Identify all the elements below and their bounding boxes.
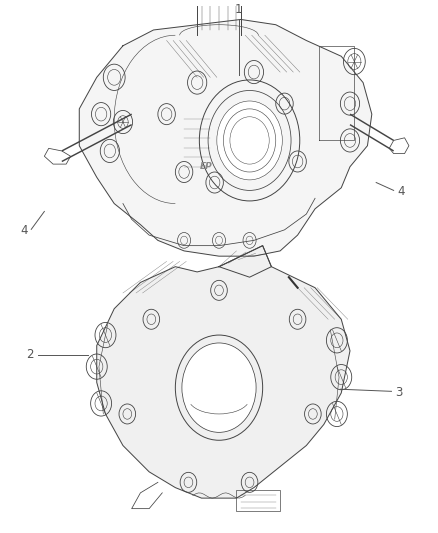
- Polygon shape: [79, 20, 372, 256]
- Circle shape: [217, 101, 283, 180]
- Circle shape: [182, 343, 256, 432]
- Polygon shape: [97, 246, 350, 498]
- Text: 1: 1: [235, 3, 242, 16]
- Text: 2: 2: [26, 348, 34, 361]
- Text: 4: 4: [20, 224, 28, 237]
- Text: 4: 4: [397, 185, 405, 198]
- Bar: [237, 490, 280, 511]
- Text: EP: EP: [200, 162, 212, 171]
- Text: 3: 3: [395, 386, 403, 399]
